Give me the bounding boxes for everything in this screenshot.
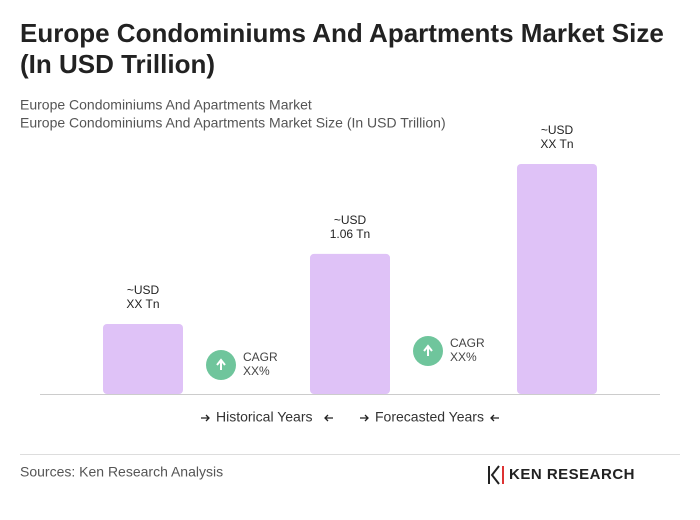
bar xyxy=(310,253,390,394)
bar xyxy=(517,164,597,394)
period-label: Historical Years xyxy=(216,409,313,425)
chart-title: Europe Condominiums And Apartments Marke… xyxy=(20,18,664,48)
subtitle: Europe Condominiums And Apartments Marke… xyxy=(20,97,312,113)
value-label: XX Tn xyxy=(126,297,159,311)
cagr-label: CAGR xyxy=(450,336,485,350)
logo: KEN RESEARCH xyxy=(509,466,635,483)
cagr-label: XX% xyxy=(243,364,270,378)
value-label: 1.06 Tn xyxy=(330,227,370,241)
logo-icon xyxy=(488,465,504,485)
cagr-label: CAGR xyxy=(243,350,278,364)
arrow-left xyxy=(490,414,499,422)
arrow-right xyxy=(360,414,369,422)
value-label: ~USD xyxy=(541,123,574,137)
value-label: XX Tn xyxy=(540,137,573,151)
cagr-arrow xyxy=(423,344,433,356)
period-label: Forecasted Years xyxy=(375,409,484,425)
value-label: ~USD xyxy=(127,283,160,297)
subtitle: Europe Condominiums And Apartments Marke… xyxy=(20,115,446,131)
arrow-left xyxy=(324,414,333,422)
arrow-right xyxy=(201,414,210,422)
bar xyxy=(103,323,183,394)
chart-title: (In USD Trillion) xyxy=(20,49,215,79)
cagr-label: XX% xyxy=(450,350,477,364)
cagr-arrow xyxy=(216,358,226,370)
value-label: ~USD xyxy=(334,213,367,227)
source: Sources: Ken Research Analysis xyxy=(20,464,223,480)
